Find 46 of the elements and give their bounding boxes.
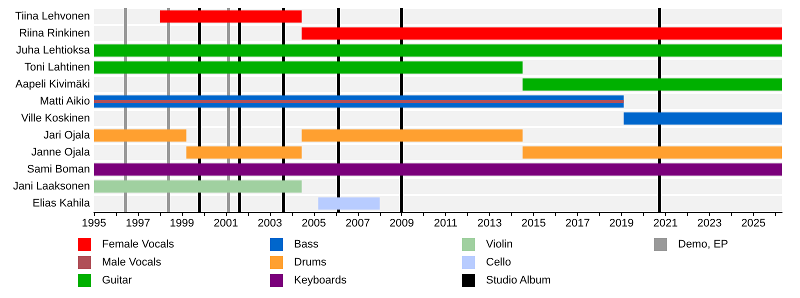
x-tick-label: 2017	[565, 218, 590, 230]
y-tick-label: Matti Aikio	[40, 96, 90, 108]
legend-label: Female Vocals	[102, 238, 175, 250]
legend-label: Demo, EP	[678, 238, 728, 250]
y-tick-label: Aapeli Kivimäki	[15, 78, 90, 90]
y-tick-label: Jari Ojala	[44, 130, 91, 142]
y-tick-label: Janne Ojala	[31, 146, 91, 158]
x-tick-label: 2021	[653, 218, 678, 230]
x-tick-label: 2015	[521, 218, 546, 230]
y-tick-label: Riina Rinkinen	[19, 28, 90, 40]
y-tick-label: Toni Lahtinen	[24, 62, 90, 74]
bar	[318, 197, 380, 210]
bar	[94, 180, 302, 193]
y-tick-label: Tiina Lehvonen	[15, 10, 90, 22]
bar	[160, 10, 302, 23]
x-tick-label: 2003	[258, 218, 282, 230]
legend-label: Bass	[294, 238, 319, 250]
legend-label: Male Vocals	[102, 256, 162, 268]
legend-label: Keyboards	[294, 274, 348, 286]
legend-label: Violin	[486, 238, 513, 250]
x-tick-label: 2009	[389, 218, 414, 230]
y-tick-label: Jani Laaksonen	[12, 180, 90, 192]
x-tick-label: 1995	[82, 218, 106, 230]
bar	[186, 146, 302, 159]
y-tick-label: Sami Boman	[27, 164, 90, 176]
legend-label: Cello	[486, 256, 512, 268]
x-tick-label: 2013	[477, 218, 502, 230]
y-tick-label: Juha Lehtioksa	[16, 44, 91, 56]
legend-label: Studio Album	[486, 274, 551, 286]
x-tick-label: 2007	[346, 218, 370, 230]
legend-label: Guitar	[102, 274, 132, 286]
x-tick-label: 1997	[126, 218, 150, 230]
x-tick-label: 2019	[609, 218, 634, 230]
y-tick-label: Ville Koskinen	[21, 112, 90, 124]
bar	[624, 112, 782, 125]
x-tick-label: 2005	[302, 218, 326, 230]
bar	[302, 129, 523, 142]
x-tick-label: 2011	[434, 218, 458, 230]
x-tick-label: 2001	[214, 218, 238, 230]
y-tick-label: Elias Kahila	[32, 198, 91, 210]
bar	[94, 129, 186, 142]
x-tick-label: 2025	[741, 218, 766, 230]
legend-label: Drums	[294, 256, 327, 268]
x-tick-label: 2023	[697, 218, 722, 230]
bar	[94, 100, 624, 104]
x-tick-label: 1999	[170, 218, 194, 230]
